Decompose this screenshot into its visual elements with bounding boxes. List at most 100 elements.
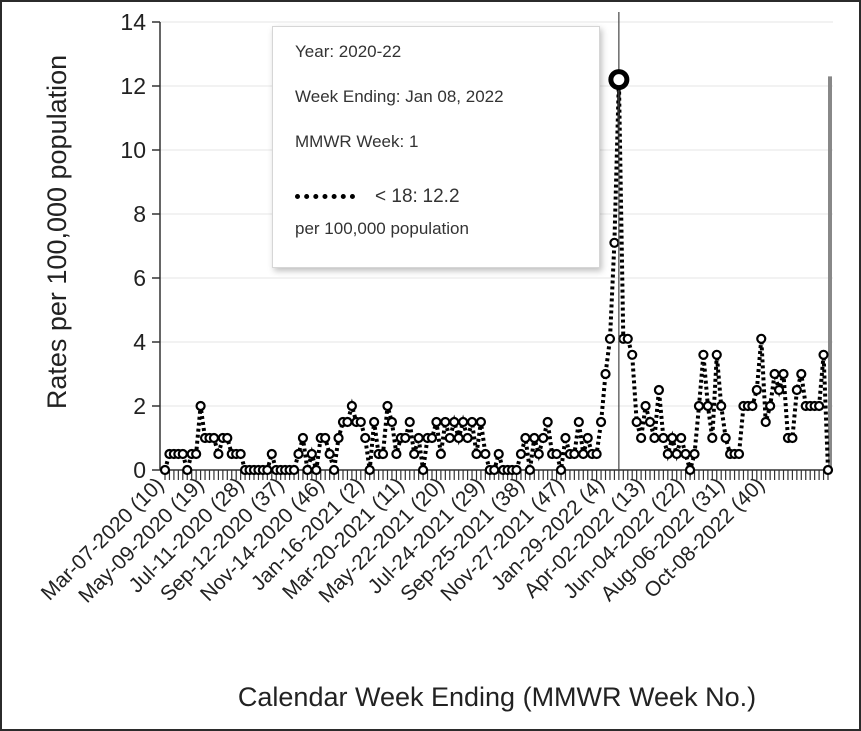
data-point [582,432,593,444]
y-tick-label-0: 0 [133,457,146,483]
data-point [449,416,460,428]
data-point [765,400,776,412]
data-point [538,432,549,444]
data-point [533,448,544,460]
data-point [600,368,611,380]
data-point [288,464,300,476]
data-point [266,448,277,460]
data-point [360,432,371,444]
data-point [573,416,584,428]
data-point [591,448,602,460]
y-tick-label-2: 2 [133,393,146,419]
data-point [520,432,531,444]
data-point [364,464,375,476]
data-point [458,416,469,428]
data-point [751,384,762,396]
data-point [702,400,713,412]
data-point [707,432,718,444]
y-tick-label-12: 12 [120,73,146,99]
data-point [191,448,202,460]
data-point [333,432,344,444]
data-point [551,448,562,460]
data-point [756,333,767,344]
data-point [177,448,188,460]
data-point [542,416,553,428]
data-point [560,432,571,444]
data-point [680,448,691,460]
data-point [760,416,771,428]
data-point [306,448,317,460]
data-point [662,448,673,460]
data-point [431,416,442,428]
data-point [404,416,415,428]
data-point [417,464,429,476]
data-point [213,448,224,460]
data-point [471,448,482,460]
data-point [658,432,669,444]
data-point [667,432,678,444]
data-point [208,432,220,444]
data-point [698,349,709,360]
data-point [711,349,722,360]
data-point [355,416,366,428]
y-axis-ticks: 0 2 4 6 8 10 12 14 [120,9,161,483]
data-point [235,448,246,460]
data-point [262,464,273,476]
tooltip-series-row: < 18: 12.2 [295,174,599,219]
hover-tooltip: Year: 2020-22 Week Ending: Jan 08, 2022 … [272,26,600,268]
data-point [409,448,420,460]
highlighted-point [608,69,630,91]
data-point [453,432,464,444]
data-point [649,432,660,444]
data-point [684,464,696,476]
data-point [222,432,233,444]
data-point [382,400,393,412]
data-point [515,448,527,460]
data-point [426,432,438,444]
data-point [297,432,309,444]
data-point [631,416,642,428]
data-point [595,416,607,428]
data-point [480,448,491,460]
tooltip-series-label: < 18: [375,185,418,207]
data-point [747,400,758,412]
data-point [529,432,540,444]
data-point [773,384,785,396]
data-point [644,416,656,428]
data-point [693,400,705,412]
data-point [733,448,745,460]
y-tick-label-6: 6 [133,265,146,291]
y-axis-label: Rates per 100,000 population [42,55,72,409]
data-point [778,368,789,380]
data-point [386,416,398,428]
data-point [716,400,727,412]
y-tick-label-10: 10 [120,137,146,163]
tooltip-week-ending: Week Ending: Jan 08, 2022 [295,87,504,106]
data-point [822,464,834,476]
series-lt18[interactable] [159,74,834,478]
data-point [400,432,411,444]
data-point [346,400,357,412]
data-point [636,432,647,444]
data-point [791,384,802,396]
data-point [159,464,171,476]
data-point [475,416,487,428]
data-point [311,464,322,476]
data-point [814,400,825,412]
data-point [604,333,616,344]
hover-cursor [608,12,630,470]
y-tick-label-14: 14 [120,9,146,35]
data-point [391,448,402,460]
data-point [462,432,473,444]
y-tick-label-8: 8 [133,201,146,227]
data-point [796,368,807,380]
data-point [555,464,567,476]
dotted-line-legend-icon [295,194,355,199]
data-point [511,464,522,476]
data-point [444,432,455,444]
data-point [328,464,340,476]
data-point [320,432,331,444]
x-axis-label: Calendar Week Ending (MMWR Week No.) [238,682,756,712]
tooltip-mmwr-week: MMWR Week: 1 [295,132,419,151]
